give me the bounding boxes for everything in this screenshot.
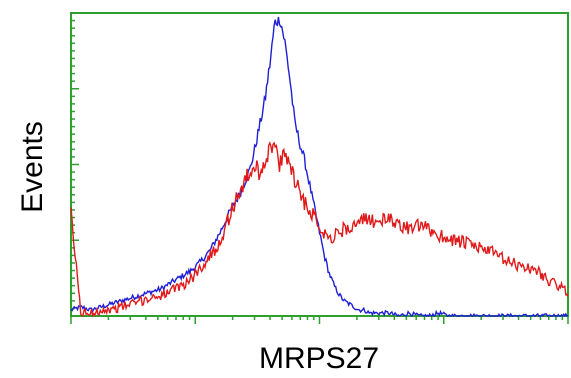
plot-frame xyxy=(70,12,569,317)
x-axis-label: MRPS27 xyxy=(259,342,379,375)
series-2-line xyxy=(70,141,569,318)
series-layer xyxy=(70,16,569,318)
y-axis-label: Events xyxy=(16,121,49,213)
axis-ticks xyxy=(70,19,569,324)
series-1-line xyxy=(70,16,568,318)
